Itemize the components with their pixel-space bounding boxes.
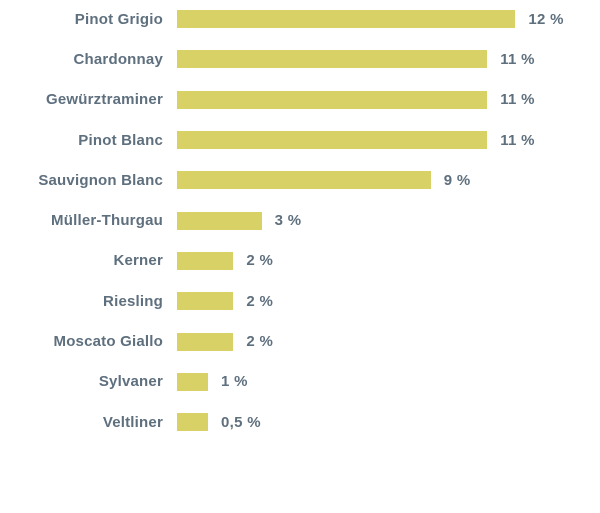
bar-area: 12 % xyxy=(177,10,600,29)
value-label: 9 % xyxy=(443,171,471,189)
bar xyxy=(177,372,208,391)
bar xyxy=(177,90,488,109)
category-label: Moscato Giallo xyxy=(53,333,163,351)
value-label: 3 % xyxy=(274,212,302,230)
category-label: Sylvaner xyxy=(98,373,163,391)
bar xyxy=(177,332,234,351)
bar-area: 0,5 % xyxy=(177,413,600,432)
bar-area: 9 % xyxy=(177,171,600,190)
bar xyxy=(177,211,262,230)
bar-row: Chardonnay 11 % xyxy=(0,39,600,79)
bar-row: Sauvignon Blanc 9 % xyxy=(0,160,600,200)
bar-row: Kerner 2 % xyxy=(0,241,600,281)
bar xyxy=(177,251,234,270)
bar xyxy=(177,292,234,311)
value-label: 1 % xyxy=(221,373,248,391)
category-label: Veltliner xyxy=(102,413,163,431)
category-label: Sauvignon Blanc xyxy=(38,171,163,189)
bar-row: Moscato Giallo 2 % xyxy=(0,321,600,361)
bar-area: 2 % xyxy=(177,251,600,270)
category-label: Pinot Grigio xyxy=(74,10,163,28)
bar-area: 11 % xyxy=(177,90,600,109)
bar xyxy=(177,171,431,190)
bar-row: Gewürztraminer 11 % xyxy=(0,80,600,120)
bar xyxy=(177,131,488,150)
bar-area: 11 % xyxy=(177,50,600,69)
bar-chart: Pinot Grigio 12 % Chardonnay 11 % Gewürztram… xyxy=(0,0,600,442)
bar-area: 3 % xyxy=(177,211,600,230)
bar-area: 2 % xyxy=(177,292,600,311)
value-label: 2 % xyxy=(246,292,274,310)
value-label: 12 % xyxy=(528,10,564,28)
category-label: Kerner xyxy=(113,252,163,270)
bar-row: Müller-Thurgau 3 % xyxy=(0,200,600,240)
value-label: 0,5 % xyxy=(221,413,261,431)
bar-row: Pinot Grigio 12 % xyxy=(0,0,600,39)
category-label: Gewürztraminer xyxy=(46,91,163,109)
value-label: 2 % xyxy=(246,333,274,351)
bar xyxy=(177,413,208,432)
category-label: Pinot Blanc xyxy=(78,131,163,149)
value-label: 11 % xyxy=(500,91,535,109)
value-label: 11 % xyxy=(500,50,535,68)
bar-row: Sylvaner 1 % xyxy=(0,362,600,402)
bar-area: 1 % xyxy=(177,372,600,391)
value-label: 2 % xyxy=(246,252,274,270)
bar xyxy=(177,50,488,69)
bar-area: 2 % xyxy=(177,332,600,351)
category-label: Chardonnay xyxy=(73,50,163,68)
bar-area: 11 % xyxy=(177,131,600,150)
value-label: 11 % xyxy=(500,131,535,149)
category-label: Riesling xyxy=(103,292,163,310)
bar xyxy=(177,10,516,29)
bar-row: Riesling 2 % xyxy=(0,281,600,321)
bar-row: Pinot Blanc 11 % xyxy=(0,120,600,160)
category-label: Müller-Thurgau xyxy=(51,212,163,230)
bar-row: Veltliner 0,5 % xyxy=(0,402,600,442)
